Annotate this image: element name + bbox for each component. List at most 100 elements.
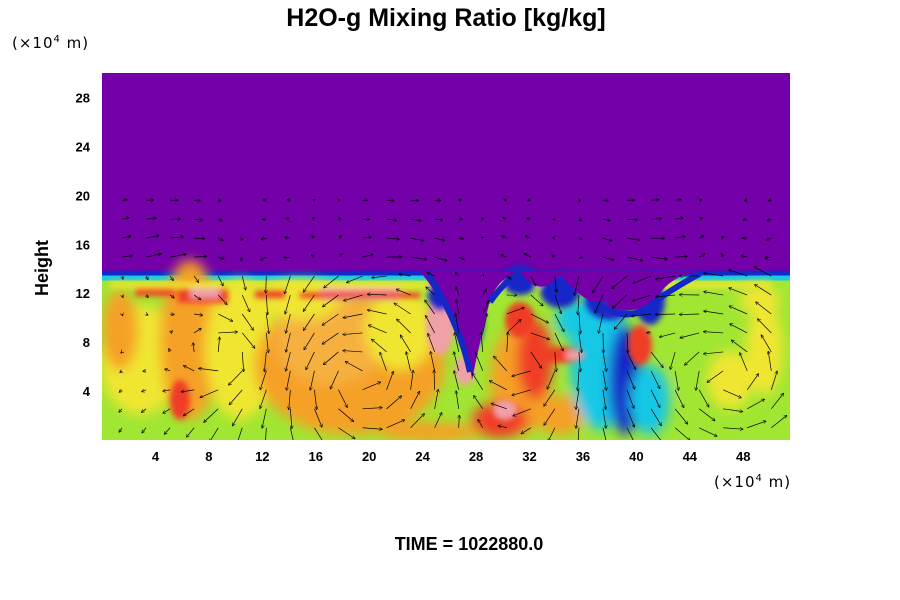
moist-detail-13 <box>170 380 190 420</box>
wind-vector-320 <box>707 370 724 382</box>
wind-vector-271 <box>614 313 628 329</box>
moist-detail-3 <box>255 290 285 298</box>
wind-vector-45 <box>194 256 207 257</box>
wind-vector-178 <box>456 391 460 409</box>
wind-vector-251 <box>579 200 581 201</box>
wind-vectors <box>119 200 787 440</box>
wind-vector-37 <box>183 408 195 416</box>
wind-vector-185 <box>455 272 459 277</box>
wind-vector-103 <box>306 351 315 370</box>
wind-vector-336 <box>728 270 748 277</box>
wind-vector-65 <box>229 370 243 385</box>
wind-vector-87 <box>290 408 291 429</box>
x-axis-unit: (×104 m) <box>714 473 791 491</box>
wind-vector-49 <box>210 427 219 440</box>
wind-vector-187 <box>458 238 464 239</box>
wind-vector-247 <box>574 275 580 295</box>
wind-vector-224 <box>525 236 531 238</box>
wind-vector-140 <box>386 371 394 390</box>
wind-vector-167 <box>430 352 435 371</box>
wind-vector-24 <box>163 408 171 413</box>
wind-vector-104 <box>304 332 315 350</box>
wind-vector-207 <box>506 308 524 315</box>
wind-vector-325 <box>704 273 724 277</box>
wind-vector-279 <box>650 408 661 426</box>
wind-vector-91 <box>286 332 291 352</box>
x-tick-label-28: 28 <box>469 449 483 464</box>
wind-vector-89 <box>286 370 291 390</box>
wind-vector-344 <box>768 351 772 371</box>
wind-vector-39 <box>183 366 195 372</box>
x-unit-suffix: m) <box>763 473 791 491</box>
wind-vector-132 <box>344 294 363 301</box>
wind-vector-209 <box>506 275 511 279</box>
wind-vector-225 <box>526 218 531 219</box>
wind-vector-145 <box>367 294 387 295</box>
dry-intrusion-edge-mid <box>487 270 522 304</box>
moist-blob-20 <box>740 285 780 315</box>
wind-vector-146 <box>372 276 387 278</box>
wind-vector-341 <box>771 415 786 429</box>
wind-vector-345 <box>761 335 772 353</box>
moist-blob-11 <box>535 395 585 435</box>
wind-vector-30 <box>169 295 174 298</box>
plot-area <box>102 73 790 440</box>
wind-vector-12 <box>142 427 147 433</box>
wind-vector-144 <box>367 310 387 315</box>
wind-vector-317 <box>723 428 743 429</box>
wind-vector-121 <box>338 254 342 258</box>
wind-vector-28 <box>170 331 172 333</box>
wind-vector-123 <box>338 218 340 219</box>
moist-field-blobs <box>102 260 783 440</box>
moist-detail-9 <box>493 400 517 420</box>
wind-vector-318 <box>723 408 743 412</box>
moist-blob-9 <box>517 320 553 400</box>
wind-vector-192 <box>472 373 484 391</box>
wind-vector-177 <box>459 415 460 428</box>
wind-vector-53 <box>218 337 219 352</box>
wind-vector-270 <box>627 332 628 353</box>
wind-vector-48 <box>194 200 200 201</box>
wind-vector-186 <box>458 257 465 260</box>
wind-vector-298 <box>655 294 676 297</box>
wind-vector-342 <box>771 393 783 410</box>
wind-vector-170 <box>425 300 435 315</box>
wind-vector-153 <box>410 370 414 390</box>
wind-vector-331 <box>740 353 748 372</box>
wind-vector-72 <box>241 238 242 241</box>
wind-vector-210 <box>501 254 507 258</box>
wind-vector-234 <box>554 294 561 314</box>
wind-vector-239 <box>577 427 580 440</box>
wind-vector-3 <box>120 371 122 373</box>
wind-vector-54 <box>218 332 237 333</box>
wind-vector-281 <box>650 370 660 389</box>
wind-vector-220 <box>530 313 549 323</box>
wind-vector-160 <box>410 256 427 259</box>
wind-vector-129 <box>343 351 363 352</box>
wind-vector-300 <box>675 256 687 257</box>
wind-vector-217 <box>512 370 531 376</box>
moist-blob-2 <box>205 280 275 420</box>
wind-vector-193 <box>475 352 484 372</box>
wind-vector-291 <box>674 427 690 440</box>
wind-vector-105 <box>303 313 315 330</box>
wind-vector-329 <box>747 399 764 410</box>
wind-vector-223 <box>524 253 531 258</box>
wind-vector-254 <box>602 389 606 410</box>
wind-vector-168 <box>428 333 435 353</box>
wind-vector-1 <box>119 408 123 412</box>
wind-vector-204 <box>494 356 508 372</box>
moist-blob-6 <box>365 290 435 370</box>
wind-vector-273 <box>612 275 628 289</box>
wind-vector-127 <box>362 382 381 391</box>
wind-vector-227 <box>548 427 556 440</box>
wind-vector-314 <box>698 236 704 239</box>
wind-vector-61 <box>218 200 221 201</box>
wind-vector-305 <box>698 408 715 421</box>
wind-vector-265 <box>626 427 634 440</box>
wind-vector-139 <box>386 396 402 410</box>
wind-vector-352 <box>767 219 772 221</box>
y-axis-unit: (×104 m) <box>12 34 89 52</box>
wind-vector-201 <box>498 426 507 428</box>
wind-vector-216 <box>512 389 531 396</box>
